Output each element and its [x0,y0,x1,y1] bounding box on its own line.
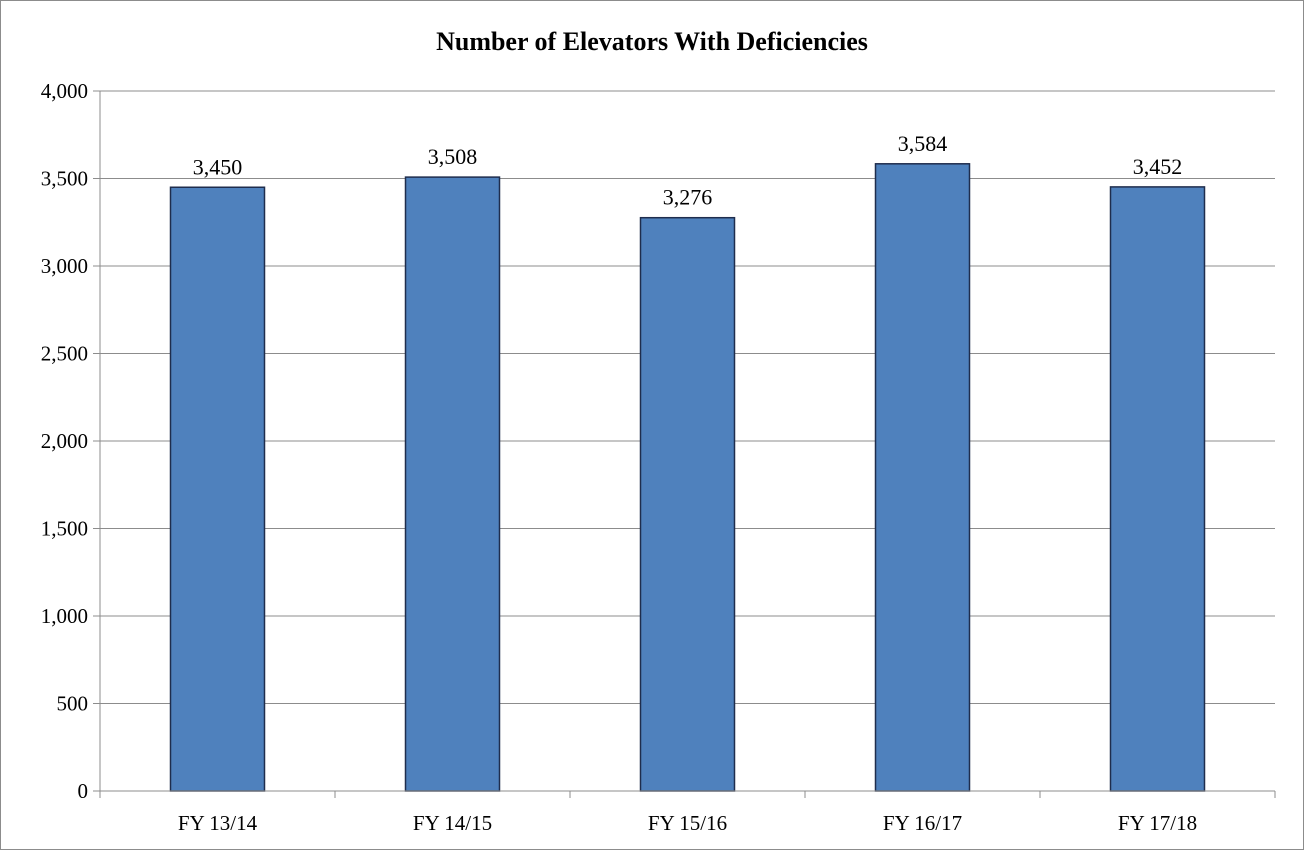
data-label: 3,452 [1133,154,1183,179]
y-tick-label: 2,000 [41,429,88,453]
data-label: 3,584 [898,131,948,156]
bars [169,163,1206,792]
axes [99,91,1275,792]
y-tick-label: 1,500 [41,517,88,541]
bar [404,176,501,792]
y-tick-label: 4,000 [41,79,88,103]
y-tick-label: 1,000 [41,604,88,628]
y-tick-label: 2,500 [41,342,88,366]
data-labels: 3,450 3,508 3,276 3,584 3,452 [193,131,1183,210]
y-tick-label: 0 [78,779,89,803]
data-label: 3,276 [663,185,713,210]
bar [639,216,736,792]
data-label: 3,450 [193,154,243,179]
x-tick-label: FY 15/16 [648,811,727,835]
y-axis-ticks: 0 500 1,000 1,500 2,000 2,500 3,000 3,500 4,000 [41,79,100,803]
x-tick-label: FY 16/17 [883,811,962,835]
y-tick-label: 500 [57,692,89,716]
bar [874,163,971,792]
x-tick-label: FY 13/14 [178,811,258,835]
y-tick-label: 3,000 [41,254,88,278]
data-label: 3,508 [428,144,478,169]
chart-title: Number of Elevators With Deficiencies [436,27,868,56]
x-tick-label: FY 17/18 [1118,811,1197,835]
y-tick-label: 3,500 [41,167,88,191]
x-tick-label: FY 14/15 [413,811,492,835]
x-axis-ticks: FY 13/14 FY 14/15 FY 15/16 FY 16/17 FY 17/18 [99,791,1276,835]
bar [1109,186,1206,792]
bar [169,186,266,792]
